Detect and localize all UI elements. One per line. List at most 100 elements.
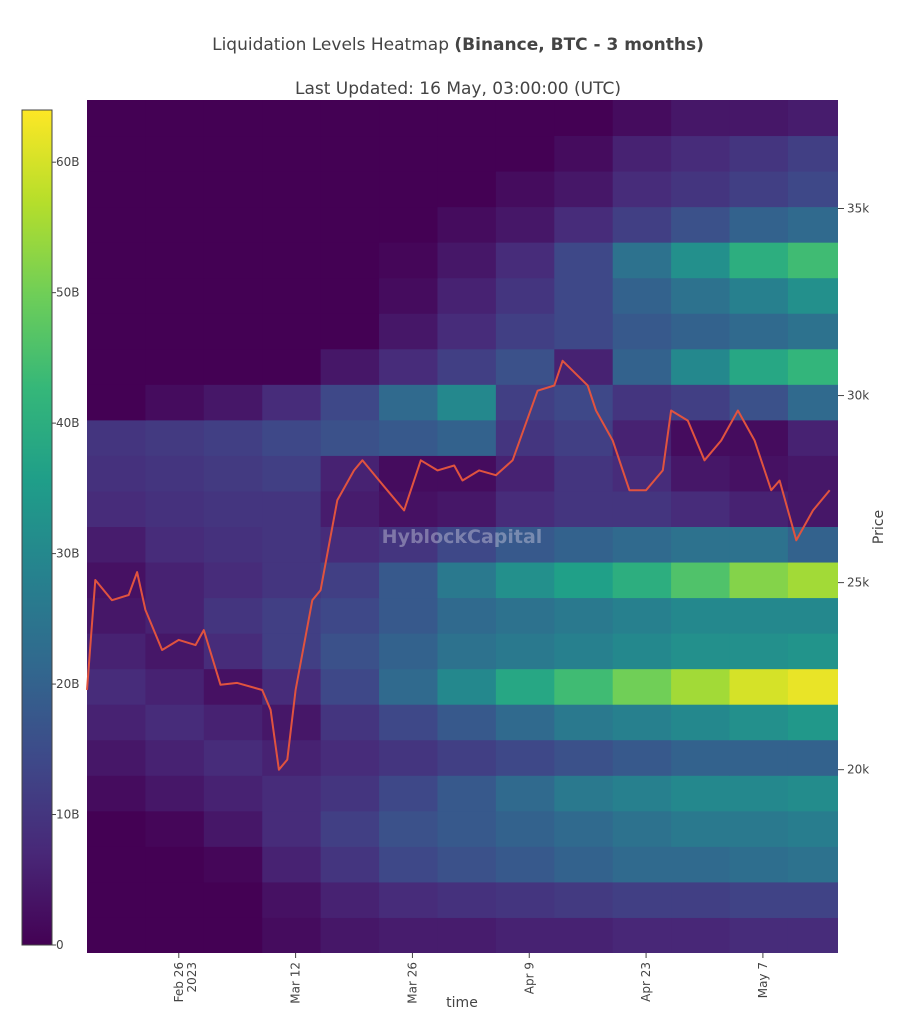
heat-cell — [203, 597, 263, 634]
heat-cell — [145, 455, 205, 492]
heat-cell — [87, 419, 146, 456]
heat-cell — [203, 775, 263, 812]
heat-cell — [262, 562, 322, 599]
heat-cell — [203, 633, 263, 670]
heat-cell — [787, 739, 838, 776]
heat-cell — [729, 562, 789, 599]
heat-cell — [787, 633, 838, 670]
heat-cell — [145, 846, 205, 883]
y-axis-title: Price — [871, 510, 887, 544]
heat-cell — [262, 135, 322, 172]
heat-cell — [671, 881, 731, 918]
heat-cell — [87, 313, 146, 350]
x-tick-label: Mar 12 — [289, 962, 303, 1004]
heat-cell — [671, 490, 731, 527]
heat-cell — [145, 490, 205, 527]
heat-cell — [554, 775, 614, 812]
heat-cell — [320, 668, 380, 705]
heat-cell — [437, 206, 497, 243]
heat-cell — [671, 597, 731, 634]
heat-cell — [612, 171, 672, 208]
heat-cell — [787, 277, 838, 314]
price-line — [86, 359, 831, 771]
heat-cell — [262, 348, 322, 385]
heat-cell — [145, 668, 205, 705]
heat-cell — [437, 775, 497, 812]
heat-cell — [87, 562, 146, 599]
heat-cell — [612, 739, 672, 776]
heat-cell — [320, 739, 380, 776]
heat-cell — [145, 348, 205, 385]
heat-cell — [437, 419, 497, 456]
y-tick-label: 30k — [847, 389, 869, 403]
heat-cell — [87, 633, 146, 670]
heat-cell — [554, 455, 614, 492]
heat-cell — [262, 810, 322, 847]
heat-cell — [612, 846, 672, 883]
heat-cell — [437, 917, 497, 953]
heat-cell — [554, 206, 614, 243]
heat-cell — [787, 313, 838, 350]
heat-cell — [554, 171, 614, 208]
heat-cell — [320, 348, 380, 385]
colorbar-tick-label: 60B — [56, 155, 80, 169]
heat-cell — [320, 846, 380, 883]
heat-cell — [145, 881, 205, 918]
heat-cell — [612, 597, 672, 634]
heat-cell — [203, 810, 263, 847]
heat-cell — [612, 100, 672, 137]
heat-cell — [671, 313, 731, 350]
heat-cell — [671, 739, 731, 776]
heat-cell — [203, 739, 263, 776]
heat-cell — [437, 313, 497, 350]
heat-cell — [145, 562, 205, 599]
heat-cell — [379, 917, 438, 953]
heat-cell — [145, 810, 205, 847]
heat-cell — [437, 562, 497, 599]
heat-cell — [145, 739, 205, 776]
heat-cell — [787, 242, 838, 279]
heat-cell — [729, 704, 789, 741]
heat-cell — [379, 206, 438, 243]
heat-cell — [87, 490, 146, 527]
heat-cell — [495, 384, 555, 421]
heat-cell — [729, 526, 789, 563]
heat-cell — [87, 704, 146, 741]
heat-cell — [379, 846, 438, 883]
colorbar-tick-label: 20B — [56, 677, 80, 691]
heat-cell — [262, 171, 322, 208]
heat-cell — [787, 597, 838, 634]
heat-cell — [554, 739, 614, 776]
heat-cell — [203, 526, 263, 563]
heat-cell — [437, 668, 497, 705]
heat-cell — [379, 348, 438, 385]
heat-cell — [787, 384, 838, 421]
heat-cell — [437, 490, 497, 527]
heat-cell — [320, 881, 380, 918]
heat-cell — [437, 810, 497, 847]
heat-cell — [787, 206, 838, 243]
heat-cell — [87, 775, 146, 812]
heat-cell — [787, 100, 838, 137]
heat-cell — [495, 277, 555, 314]
heat-cell — [262, 526, 322, 563]
watermark: HyblockCapital — [382, 526, 543, 548]
heat-cell — [495, 704, 555, 741]
heat-cell — [612, 242, 672, 279]
heat-cell — [379, 526, 438, 563]
heat-cell — [554, 526, 614, 563]
heat-cell — [379, 313, 438, 350]
heat-cell — [320, 242, 380, 279]
heat-cell — [320, 633, 380, 670]
heat-cell — [87, 846, 146, 883]
heat-cell — [787, 881, 838, 918]
heat-cell — [612, 348, 672, 385]
heat-cell — [320, 135, 380, 172]
heat-cell — [379, 810, 438, 847]
heat-cell — [262, 846, 322, 883]
heat-cell — [671, 668, 731, 705]
heat-cell — [437, 384, 497, 421]
heat-cell — [320, 775, 380, 812]
heat-cell — [87, 739, 146, 776]
heat-cell — [554, 384, 614, 421]
